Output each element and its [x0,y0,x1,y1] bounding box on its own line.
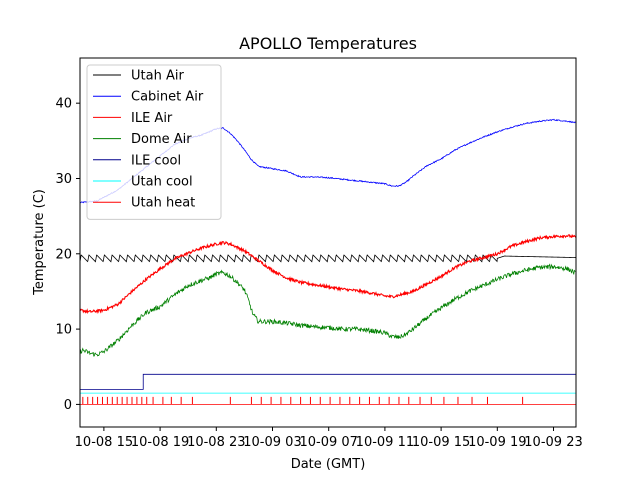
chart-title: APOLLO Temperatures [239,34,417,53]
legend-label-dome-air: Dome Air [131,132,192,147]
x-tick-label: 10-08 15 [75,435,133,450]
x-axis-title: Date (GMT) [291,457,366,472]
x-tick-label: 10-09 07 [299,435,357,450]
y-axis: 0 10 20 30 40 [55,97,80,413]
x-tick-label: 10-09 03 [243,435,301,450]
legend-label-ile-cool: ILE cool [131,153,181,168]
x-tick-label: 10-09 19 [468,435,526,450]
legend-label-ile-air: ILE Air [131,111,173,126]
series-line-ile-air [80,233,576,315]
x-tick-label: 10-08 19 [131,435,189,450]
plot-area-frame [79,57,577,428]
y-tick-label: 0 [64,398,72,413]
x-tick-label: 10-09 23 [524,435,582,450]
legend-label-utah-cool: Utah cool [131,175,193,190]
legend-label-cabinet-air: Cabinet Air [131,90,204,105]
x-tick-label: 10-08 23 [187,435,245,450]
legend: Utah Air Cabinet Air ILE Air Dome Air ILE co… [86,64,222,220]
series-line-ile-cool [80,373,576,390]
x-tick-label: 10-09 11 [356,435,414,450]
legend-label-utah-air: Utah Air [131,69,184,84]
legend-label-utah-heat: Utah heat [131,196,195,211]
x-tick-label: 10-09 15 [412,435,470,450]
y-tick-label: 10 [55,323,72,338]
y-tick-label: 30 [55,172,72,187]
series-line-dome-air [80,263,576,357]
y-tick-label: 40 [55,97,72,112]
y-tick-label: 20 [55,247,72,262]
series-line-utah-air [80,254,576,263]
y-axis-title: Temperature (C) [32,189,47,296]
